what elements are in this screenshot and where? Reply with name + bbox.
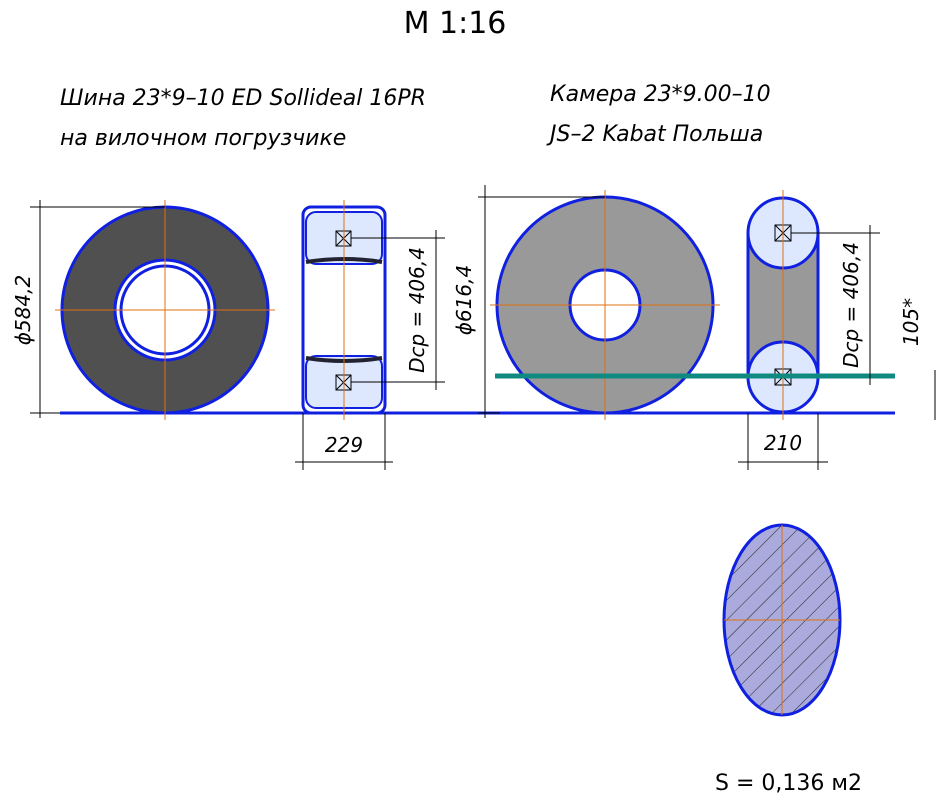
area-label: S = 0,136 м2: [715, 771, 862, 796]
tire-width: 229: [325, 433, 363, 457]
cross-section: [722, 523, 842, 717]
tube-width: 210: [764, 431, 802, 455]
tire-dimension: [30, 200, 165, 418]
tube-diameter: ϕ616,4: [452, 265, 476, 335]
tire-mean-diameter: Dср = 406,4: [405, 247, 429, 373]
tire-line2: на вилочном погрузчике: [60, 126, 346, 151]
tube-line2: JS–2 Kabat Польша: [546, 122, 763, 147]
tire-side-view: [55, 200, 275, 420]
tube-section: [495, 190, 936, 470]
tire-line1: Шина 23*9–10 ED Sollideal 16PR: [60, 86, 426, 111]
tube-line1: Камера 23*9.00–10: [550, 82, 771, 107]
tube-mean-diameter: Dср = 406,4: [839, 242, 863, 368]
tire-section: [295, 200, 445, 470]
tire-diameter: ϕ584,2: [11, 275, 35, 345]
title: М 1:16: [404, 6, 507, 41]
tube-height: 105*: [899, 298, 923, 346]
tube-side-view: [478, 185, 720, 420]
